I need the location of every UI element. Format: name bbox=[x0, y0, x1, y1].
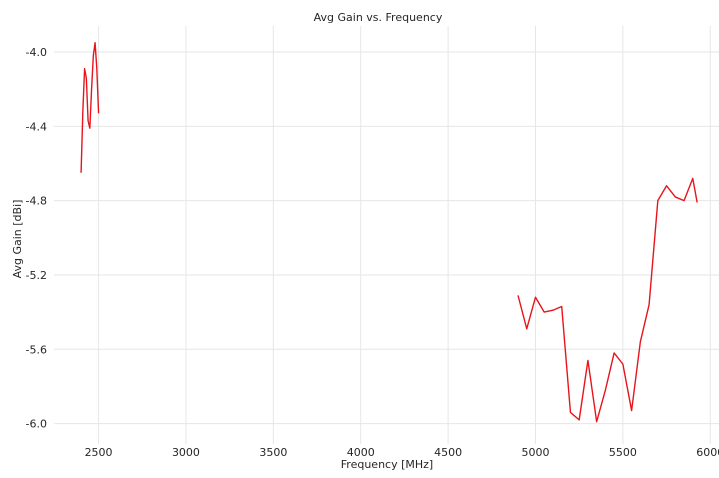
y-tick-label: -6.0 bbox=[26, 418, 47, 431]
y-tick-label: -4.8 bbox=[26, 195, 47, 208]
x-tick-label: 5000 bbox=[521, 446, 549, 459]
series-line-segment bbox=[80, 42, 100, 173]
grid-layer bbox=[54, 26, 719, 444]
y-tick-label: -5.2 bbox=[26, 269, 47, 282]
x-tick-label: 4000 bbox=[347, 446, 375, 459]
y-tick-label: -4.4 bbox=[26, 120, 47, 133]
series-layer bbox=[80, 42, 698, 423]
x-tick-label: 6000 bbox=[696, 446, 719, 459]
tick-label-layer: 2500 3000 3500 4000 4500 5000 5500 6000 -4.0 -4.4… bbox=[26, 46, 719, 459]
y-tick-label: -4.0 bbox=[26, 46, 47, 59]
x-tick-label: 3500 bbox=[259, 446, 287, 459]
x-tick-label: 4500 bbox=[434, 446, 462, 459]
y-axis-label: Avg Gain [dBi] bbox=[11, 200, 24, 279]
y-tick-label: -5.6 bbox=[26, 343, 47, 356]
chart-title: Avg Gain vs. Frequency bbox=[314, 11, 443, 24]
x-axis-label: Frequency [MHz] bbox=[341, 458, 433, 471]
x-tick-label: 3000 bbox=[172, 446, 200, 459]
x-tick-label: 2500 bbox=[85, 446, 113, 459]
series-line-segment bbox=[517, 177, 698, 423]
x-tick-label: 5500 bbox=[609, 446, 637, 459]
